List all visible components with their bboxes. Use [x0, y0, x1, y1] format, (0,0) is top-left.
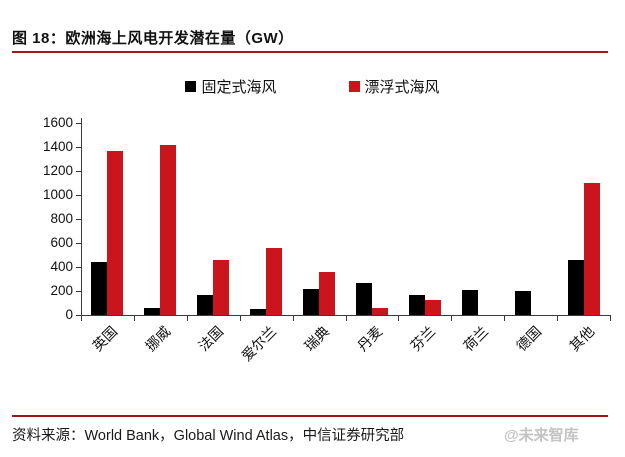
y-tick-label: 600	[50, 235, 73, 250]
x-axis-tick	[398, 316, 400, 321]
y-axis-tick	[76, 195, 81, 196]
y-axis-tick	[76, 219, 81, 220]
bar-fixed-6	[409, 295, 425, 315]
bar-floating-1	[160, 145, 176, 315]
x-axis-tick	[81, 316, 82, 321]
x-axis-tick	[504, 316, 506, 321]
y-axis-tick	[76, 315, 81, 316]
bar-floating-2	[213, 260, 229, 315]
x-axis-tick	[133, 316, 135, 321]
legend-swatch-floating	[348, 81, 360, 92]
y-tick-label: 400	[50, 259, 73, 274]
bar-floating-6	[425, 300, 441, 315]
source-caption: 资料来源：World Bank，Global Wind Atlas，中信证券研究…	[12, 428, 405, 444]
bar-fixed-4	[303, 289, 319, 315]
x-axis-tick	[292, 316, 294, 321]
legend-label-fixed: 固定式海风	[201, 79, 277, 96]
y-tick-label: 1200	[42, 163, 73, 178]
bar-fixed-1	[144, 308, 160, 315]
bar-floating-5	[372, 308, 388, 315]
bar-floating-0	[107, 151, 123, 315]
x-axis-tick	[610, 316, 611, 321]
x-axis	[81, 315, 611, 316]
y-axis-tick	[76, 147, 81, 148]
title-underline	[12, 51, 608, 53]
x-axis-tick	[451, 316, 453, 321]
y-axis	[81, 118, 82, 315]
bar-fixed-8	[515, 291, 531, 315]
y-axis-tick	[76, 291, 81, 292]
y-tick-label: 200	[50, 283, 73, 298]
bar-fixed-9	[568, 260, 584, 315]
x-axis-tick	[345, 316, 347, 321]
y-tick-label: 0	[65, 307, 73, 322]
y-axis-tick	[76, 243, 81, 244]
x-axis-tick	[239, 316, 241, 321]
bar-floating-4	[319, 272, 335, 315]
figure-title: 图 18：欧洲海上风电开发潜在量（GW）	[12, 30, 294, 47]
y-axis-tick	[76, 171, 81, 172]
bar-fixed-5	[356, 283, 372, 315]
y-axis-tick	[76, 123, 81, 124]
y-tick-label: 1400	[42, 139, 73, 154]
bar-fixed-0	[91, 262, 107, 315]
y-tick-label: 800	[50, 211, 73, 226]
bar-fixed-2	[197, 295, 213, 315]
chart-legend: 固定式海风 漂浮式海风	[0, 76, 625, 97]
legend-swatch-fixed	[185, 81, 197, 92]
bar-floating-9	[584, 183, 600, 315]
bar-fixed-7	[462, 290, 478, 315]
legend-item-floating: 漂浮式海风	[348, 76, 440, 97]
legend-item-fixed: 固定式海风	[185, 76, 277, 97]
y-tick-label: 1600	[42, 115, 73, 130]
watermark-text: @未来智库	[504, 427, 579, 444]
bar-floating-3	[266, 248, 282, 315]
y-axis-tick	[76, 267, 81, 268]
bar-fixed-3	[250, 309, 266, 315]
footer-rule	[12, 415, 608, 417]
legend-label-floating: 漂浮式海风	[364, 79, 440, 96]
y-tick-label: 1000	[42, 187, 73, 202]
x-axis-tick	[186, 316, 188, 321]
x-axis-tick	[557, 316, 559, 321]
